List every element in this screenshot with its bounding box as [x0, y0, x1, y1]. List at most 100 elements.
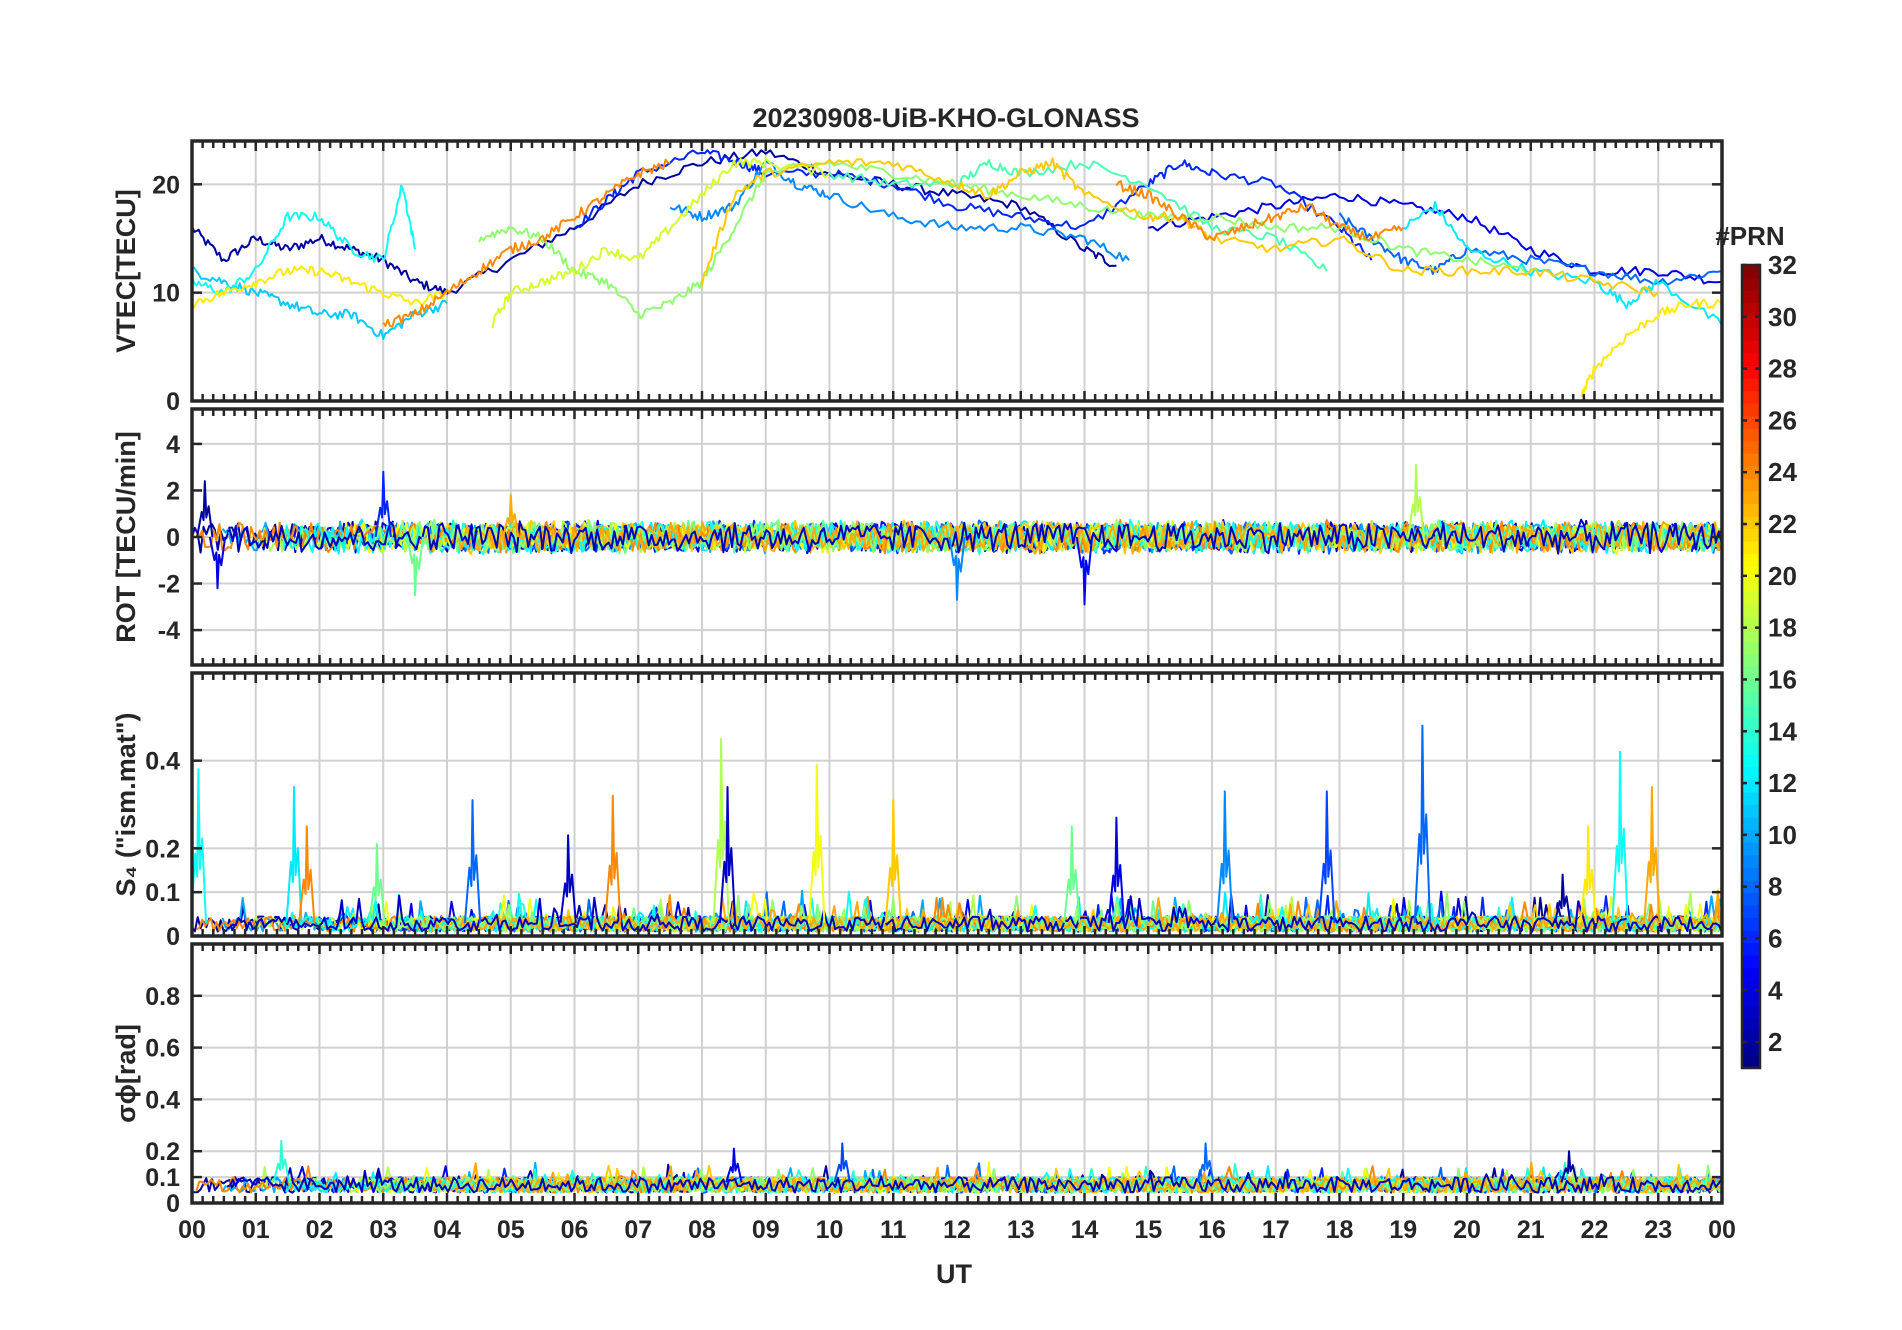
colorbar-segment: [1742, 566, 1760, 580]
panel-rot: -4 -2 0 2 4 ROT [TECU/min]: [111, 407, 1724, 667]
colorbar-tick-label: 12: [1768, 768, 1797, 798]
vtec-series-prn-15: [828, 159, 1328, 272]
colorbar-segment: [1742, 879, 1760, 893]
y-tick-label: -4: [158, 617, 180, 645]
x-tick-label: 05: [497, 1216, 525, 1244]
s4-spike-prn-21: [1579, 825, 1597, 924]
colorbar-segment: [1742, 1042, 1760, 1057]
x-tick-label: 00: [1708, 1216, 1736, 1244]
y-tick-label: 0.4: [145, 1086, 180, 1114]
vtec-series-prn-21: [1580, 298, 1722, 398]
colorbar-segment: [1742, 465, 1760, 479]
colorbar-segment: [1742, 440, 1760, 454]
s4-spike-prn-9: [1216, 790, 1234, 923]
y-tick-label: 4: [166, 431, 180, 459]
colorbar-tick-label: 22: [1768, 509, 1797, 539]
colorbar-segment: [1742, 779, 1760, 793]
rot-series-prn-23: [457, 520, 1722, 555]
x-tick-label: 14: [1071, 1216, 1099, 1244]
s4-spike-prn-13: [1611, 750, 1629, 923]
x-tick-label: 23: [1644, 1216, 1672, 1244]
y-axis-label-vtec: VTEC[TECU]: [111, 189, 141, 353]
colorbar-segment: [1742, 666, 1760, 680]
panel-sigma_phi: 00.10.2 0.4 0.6 0.8σϕ[rad] 00 01 02 03 04 05 06 07 0…: [111, 942, 1736, 1244]
colorbar-tick-label: 4: [1768, 975, 1783, 1005]
s4-spike-prn-8: [1413, 724, 1431, 923]
colorbar-segment: [1742, 842, 1760, 856]
colorbar-segment: [1742, 453, 1760, 467]
vtec-series-prn-13: [192, 184, 417, 296]
colorbar-segment: [1742, 390, 1760, 404]
colorbar-segment: [1742, 716, 1760, 730]
y-tick-label: 0: [166, 388, 180, 416]
colorbar-segment: [1742, 277, 1760, 291]
colorbar-segment: [1742, 829, 1760, 843]
y-tick-label: 0.2: [145, 835, 180, 863]
colorbar-segment: [1742, 942, 1760, 956]
s4-spike-prn-8: [463, 799, 482, 923]
s4-spike-prn-24: [604, 794, 622, 923]
colorbar-segment: [1742, 553, 1760, 567]
colorbar-segment: [1742, 917, 1760, 931]
colorbar-tick-label: 32: [1768, 250, 1797, 280]
vtec-series-prn-24: [1115, 180, 1405, 242]
vtec-series-prn-12: [1402, 200, 1722, 326]
colorbar-segment: [1742, 603, 1760, 617]
s4-spike-prn-7: [1318, 790, 1336, 923]
sigma_phi-spike-prn-4: [725, 1147, 743, 1183]
s4-spike-prn-12: [285, 786, 303, 923]
y-tick-label: 0.1: [145, 1164, 180, 1192]
colorbar-tick-label: 30: [1768, 302, 1797, 332]
s4-spike-prn-4: [1107, 816, 1125, 923]
series-group: [192, 148, 1722, 398]
y-axis-label-rot: ROT [TECU/min]: [111, 431, 141, 642]
x-tick-label: 06: [561, 1216, 589, 1244]
colorbar-segment: [1742, 967, 1760, 981]
colorbar-segment: [1742, 515, 1760, 530]
s4-series-prn-3: [226, 893, 1722, 933]
colorbar-tick-label: 24: [1768, 457, 1797, 487]
colorbar-segment: [1742, 817, 1760, 831]
series-group: [192, 724, 1722, 933]
colorbar-segment: [1742, 290, 1760, 304]
x-tick-label: 10: [816, 1216, 844, 1244]
s4-spike-prn-23: [1643, 786, 1661, 923]
colorbar-segment: [1742, 327, 1760, 341]
x-tick-label: 22: [1581, 1216, 1609, 1244]
x-tick-label: 11: [880, 1216, 907, 1244]
panel-s4: 0 0.1 0.2 0.4S₄ ("ism.mat"): [111, 671, 1724, 951]
colorbar-tick-label: 26: [1768, 405, 1797, 435]
colorbar-segment: [1742, 365, 1760, 379]
y-tick-label: 0: [166, 1190, 180, 1218]
s4-spike-prn-2: [1554, 873, 1572, 924]
y-tick-label: 0.4: [145, 748, 180, 776]
sigma_phi-series-prn-23: [457, 1161, 1722, 1194]
colorbar-segment: [1742, 791, 1760, 806]
rot-spike-prn-18: [1407, 463, 1425, 538]
colorbar-segment: [1742, 315, 1760, 329]
vtec-series-prn-9: [669, 160, 1130, 262]
s4-spike-prn-3: [718, 786, 737, 923]
y-tick-label: 0.2: [145, 1138, 180, 1166]
series-group: [192, 1139, 1722, 1194]
x-tick-label: 13: [1007, 1216, 1035, 1244]
s4-spike-prn-18: [712, 737, 730, 923]
colorbar-segment: [1742, 754, 1760, 768]
colorbar-segment: [1742, 478, 1760, 492]
y-tick-label: 0.6: [145, 1035, 180, 1063]
figure-title: 20230908-UiB-KHO-GLONASS: [752, 103, 1139, 133]
x-tick-label: 01: [242, 1216, 270, 1244]
colorbar-segment: [1742, 741, 1760, 755]
s4-spike-prn-20: [808, 764, 826, 923]
rot-spike-prn-9: [948, 536, 966, 601]
sigma_phi-spike-prn-8: [1197, 1142, 1215, 1183]
colorbar-segment: [1742, 1030, 1760, 1044]
colorbar-segment: [1742, 428, 1760, 442]
x-tick-label: 15: [1134, 1216, 1162, 1244]
rot-spike-prn-2: [196, 480, 214, 538]
sigma_phi-spike-prn-7: [833, 1142, 851, 1183]
colorbar-segment: [1742, 265, 1760, 279]
